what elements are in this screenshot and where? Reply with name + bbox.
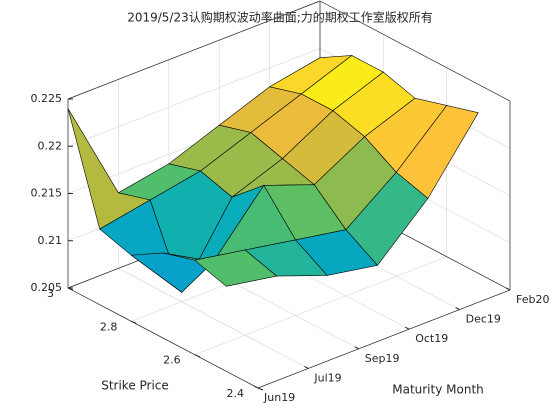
x-tick-label: Jun19 bbox=[263, 391, 295, 404]
x-tick-label: Jul19 bbox=[313, 371, 341, 384]
y-tick-label: 2.6 bbox=[163, 354, 181, 367]
axis-box bbox=[319, 0, 511, 102]
y-axis-label: Strike Price bbox=[101, 379, 169, 393]
x-tick bbox=[455, 307, 460, 311]
axis-box bbox=[257, 289, 511, 389]
y-tick-label: 2.8 bbox=[100, 320, 118, 333]
x-axis-label: Maturity Month bbox=[392, 383, 484, 397]
surface-face bbox=[194, 249, 278, 287]
z-tick-label: 0.205 bbox=[31, 281, 63, 294]
x-tick bbox=[253, 385, 259, 389]
z-tick-label: 0.215 bbox=[31, 187, 63, 200]
z-tick-label: 0.225 bbox=[31, 92, 63, 105]
z-tick-label: 0.22 bbox=[38, 139, 63, 152]
x-tick-label: Oct19 bbox=[415, 332, 448, 345]
chart-title: 2019/5/23认购期权波动率曲面;力的期权工作室版权所有 bbox=[127, 10, 433, 25]
x-tick bbox=[304, 365, 309, 369]
z-tick-label: 0.21 bbox=[38, 234, 63, 247]
x-tick-label: Dec19 bbox=[466, 313, 501, 326]
x-tick bbox=[354, 346, 360, 350]
y-tick-label: 3 bbox=[47, 287, 54, 300]
x-tick bbox=[505, 287, 511, 291]
x-tick bbox=[404, 326, 410, 330]
y-tick bbox=[67, 287, 74, 291]
axis-box bbox=[67, 0, 321, 100]
y-tick bbox=[194, 354, 200, 358]
y-tick-label: 2.4 bbox=[227, 387, 245, 400]
y-tick bbox=[131, 320, 137, 324]
axis-box bbox=[67, 287, 259, 389]
y-tick bbox=[257, 387, 264, 391]
x-tick-label: Sep19 bbox=[365, 352, 400, 365]
x-tick-label: Feb20 bbox=[516, 293, 549, 306]
